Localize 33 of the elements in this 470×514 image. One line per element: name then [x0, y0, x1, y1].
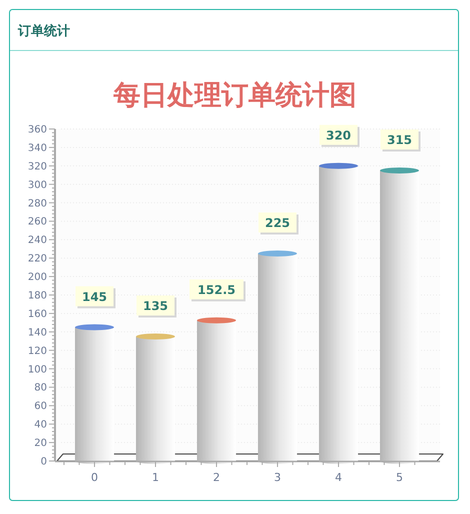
y-tick-label: 340 [28, 142, 47, 154]
y-tick-label: 200 [28, 272, 47, 284]
y-tick-label: 120 [28, 346, 47, 357]
y-tick-label: 80 [34, 382, 47, 394]
x-tick-label: 0 [91, 471, 98, 484]
y-tick-label: 320 [28, 161, 47, 172]
data-label: 225 [264, 216, 290, 230]
y-tick-label: 280 [28, 198, 47, 210]
data-label: 145 [82, 290, 108, 304]
data-label: 135 [142, 299, 168, 313]
x-tick-label: 3 [274, 471, 281, 484]
x-tick-label: 2 [213, 471, 220, 484]
chart-title: 每日处理订单统计图 [112, 80, 356, 111]
data-label: 315 [386, 133, 412, 147]
y-tick-label: 20 [34, 438, 47, 450]
y-tick-label: 240 [28, 235, 47, 246]
data-label: 152.5 [198, 282, 236, 297]
y-tick-label: 260 [28, 216, 47, 228]
x-tick-label: 1 [152, 471, 159, 484]
y-tick-label: 180 [28, 290, 47, 302]
y-tick-label: 140 [28, 327, 47, 338]
y-tick-label: 40 [34, 420, 47, 431]
y-tick-label: 160 [28, 308, 47, 320]
y-tick-label: 60 [34, 401, 47, 412]
text: 订单统计 [17, 23, 70, 39]
y-tick-label: 360 [28, 124, 47, 136]
y-tick-label: 100 [28, 364, 47, 376]
x-tick-label: 4 [335, 471, 342, 484]
y-tick-label: 300 [28, 180, 47, 191]
y-tick-label: 220 [28, 254, 47, 265]
data-label: 320 [326, 128, 352, 142]
x-tick-label: 5 [396, 471, 403, 484]
y-tick-label: 0 [40, 456, 47, 468]
